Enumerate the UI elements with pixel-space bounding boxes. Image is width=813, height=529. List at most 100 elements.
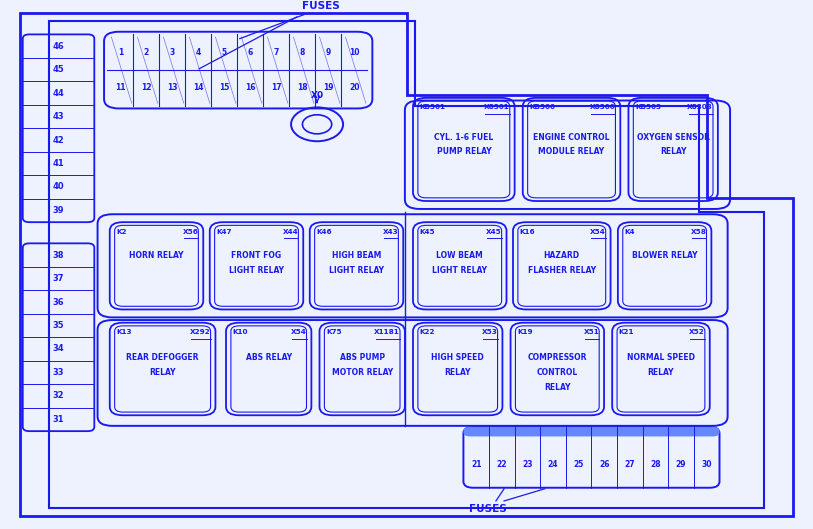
Text: 33: 33 [53,368,64,377]
Text: K45: K45 [420,229,435,235]
Text: 24: 24 [548,460,559,469]
Text: 6: 6 [248,48,253,57]
Text: X292: X292 [189,329,211,335]
Text: 41: 41 [53,159,64,168]
Text: HIGH SPEED: HIGH SPEED [432,353,484,362]
Text: FRONT FOG: FRONT FOG [232,251,281,260]
Text: LIGHT RELAY: LIGHT RELAY [329,266,384,275]
Text: K46: K46 [316,229,332,235]
Text: 26: 26 [599,460,610,469]
Text: 21: 21 [471,460,481,469]
Text: RELAY: RELAY [660,148,686,157]
Text: 3: 3 [170,48,175,57]
Text: 12: 12 [141,84,151,93]
Text: COMPRESSOR: COMPRESSOR [528,353,587,362]
FancyBboxPatch shape [463,427,720,436]
Text: REAR DEFOGGER: REAR DEFOGGER [126,353,199,362]
Text: FUSES: FUSES [302,2,340,11]
Text: 30: 30 [702,460,712,469]
Text: HAZARD: HAZARD [544,251,580,260]
Text: 22: 22 [497,460,507,469]
Text: 43: 43 [53,112,64,121]
Text: X58: X58 [690,229,706,235]
Text: 35: 35 [53,321,64,330]
Text: X8300: X8300 [589,104,615,111]
Text: ABS PUMP: ABS PUMP [340,353,385,362]
Text: X54: X54 [590,229,606,235]
Text: K21: K21 [619,329,634,335]
Text: K13: K13 [116,329,132,335]
Text: 11: 11 [115,84,125,93]
Text: K16: K16 [520,229,535,235]
Text: 16: 16 [246,84,255,93]
Text: 13: 13 [167,84,177,93]
Text: LOW BEAM: LOW BEAM [437,251,483,260]
Text: X43: X43 [383,229,398,235]
Text: RELAY: RELAY [544,383,571,392]
Text: X44: X44 [283,229,298,235]
Text: MODULE RELAY: MODULE RELAY [538,148,605,157]
Text: BLOWER RELAY: BLOWER RELAY [632,251,698,260]
Text: 23: 23 [522,460,533,469]
Text: 32: 32 [53,391,64,400]
Text: 2: 2 [144,48,149,57]
Text: 20: 20 [350,84,359,93]
Text: ENGINE CONTROL: ENGINE CONTROL [533,133,610,142]
Text: 40: 40 [53,183,64,191]
Text: 18: 18 [297,84,308,93]
Text: 7: 7 [274,48,279,57]
Text: X56: X56 [182,229,198,235]
Text: 10: 10 [350,48,359,57]
Text: LIGHT RELAY: LIGHT RELAY [433,266,487,275]
Text: X52: X52 [689,329,705,335]
Text: RELAY: RELAY [445,368,471,377]
Text: RELAY: RELAY [150,368,176,377]
Text: 31: 31 [53,415,64,424]
Text: 37: 37 [53,274,64,283]
Text: 46: 46 [53,42,64,51]
Text: K47: K47 [216,229,232,235]
Text: HIGH BEAM: HIGH BEAM [332,251,381,260]
Text: 42: 42 [53,135,64,144]
Text: 38: 38 [53,251,64,260]
Text: 4: 4 [196,48,201,57]
Text: CONTROL: CONTROL [537,368,578,377]
Text: 29: 29 [676,460,686,469]
Text: CYL. 1-6 FUEL: CYL. 1-6 FUEL [434,133,493,142]
Text: RELAY: RELAY [648,368,674,377]
Text: K2: K2 [116,229,127,235]
Text: KB303: KB303 [635,104,661,111]
Text: 36: 36 [53,297,64,306]
Text: 45: 45 [53,65,64,74]
Text: KB301: KB301 [420,104,446,111]
Text: 5: 5 [222,48,227,57]
Text: 25: 25 [573,460,584,469]
Text: K75: K75 [326,329,341,335]
Text: 19: 19 [324,84,333,93]
Text: X1181: X1181 [374,329,400,335]
Text: 15: 15 [220,84,229,93]
Text: K19: K19 [517,329,533,335]
Text: MOTOR RELAY: MOTOR RELAY [332,368,393,377]
Text: X54: X54 [291,329,307,335]
Text: FUSES: FUSES [469,504,506,514]
Text: 28: 28 [650,460,661,469]
Text: X45: X45 [486,229,502,235]
Text: X8303: X8303 [687,104,713,111]
Text: X53: X53 [482,329,498,335]
Text: K22: K22 [420,329,435,335]
Text: HORN RELAY: HORN RELAY [129,251,184,260]
Text: K4: K4 [624,229,635,235]
Text: 27: 27 [624,460,635,469]
Text: LIGHT RELAY: LIGHT RELAY [229,266,284,275]
Text: KB300: KB300 [529,104,555,111]
Text: OXYGEN SENSOR: OXYGEN SENSOR [637,133,710,142]
Text: X8301: X8301 [484,104,510,111]
Text: 17: 17 [271,84,282,93]
Text: 1: 1 [118,48,123,57]
Text: 39: 39 [53,206,64,215]
Text: X51: X51 [584,329,599,335]
Text: 44: 44 [53,88,64,97]
Text: NORMAL SPEED: NORMAL SPEED [627,353,695,362]
Text: FLASHER RELAY: FLASHER RELAY [528,266,596,275]
